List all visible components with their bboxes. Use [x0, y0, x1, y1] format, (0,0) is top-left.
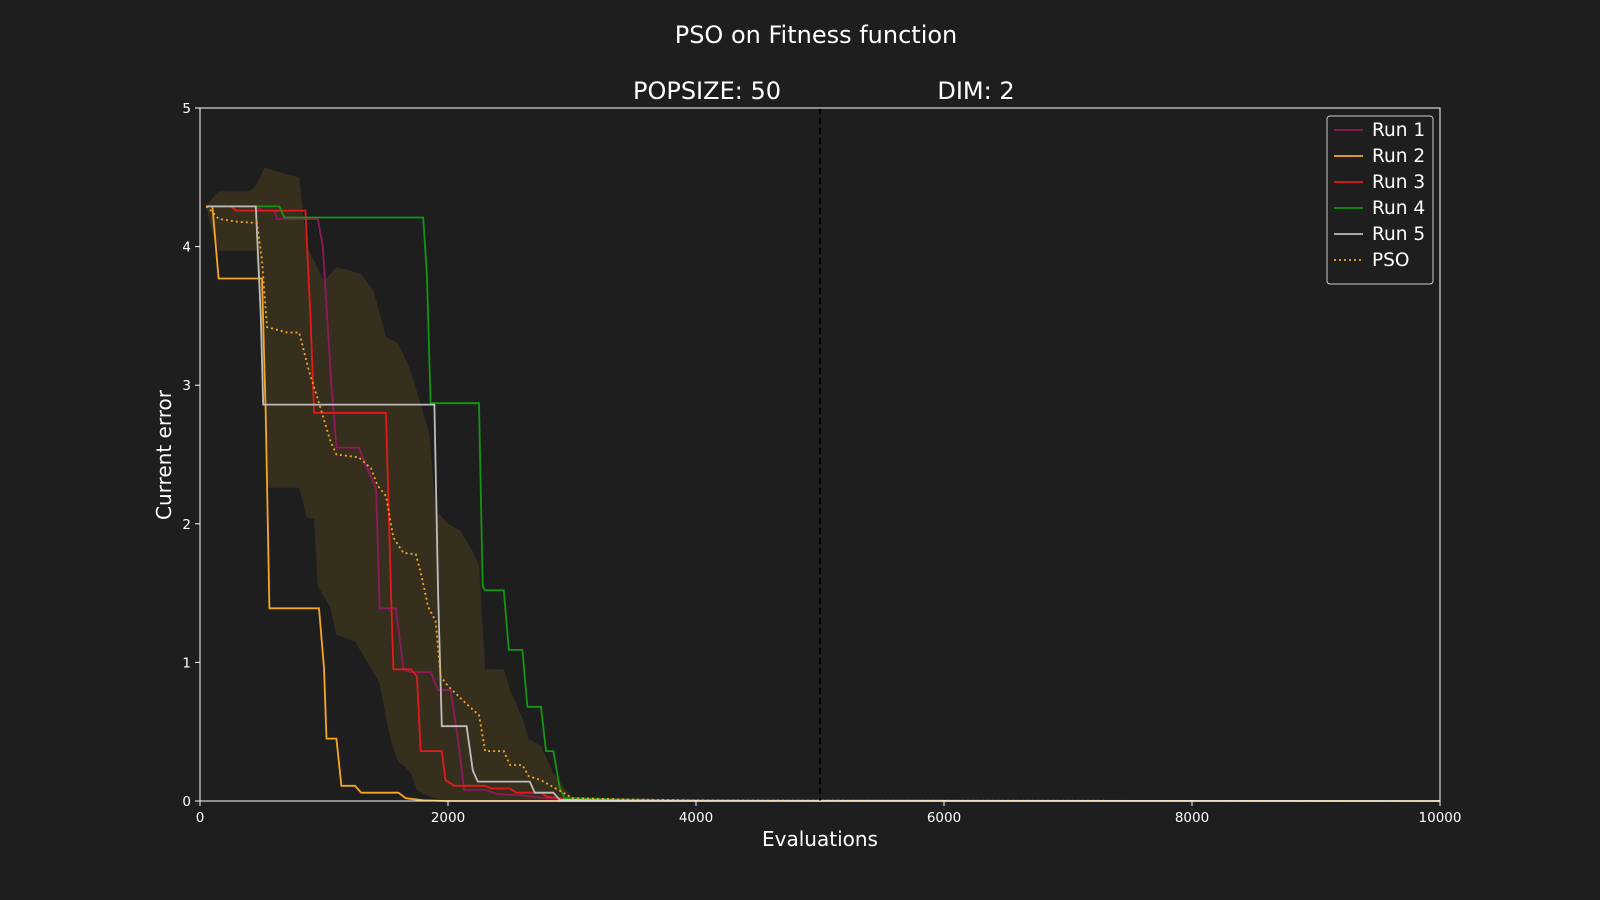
legend-label-run-2: Run 2 [1372, 146, 1425, 167]
x-tick-label: 0 [196, 810, 205, 826]
legend: Run 1 Run 2 Run 3 Run 4 Run 5 PSO [1326, 115, 1434, 285]
y-tick-label: 2 [182, 517, 191, 533]
series-line-pso [205, 205, 1441, 802]
x-tick-label: 4000 [679, 810, 713, 826]
y-tick-label: 0 [182, 794, 191, 810]
legend-box [1326, 115, 1434, 285]
legend-label-run-4: Run 4 [1372, 198, 1425, 219]
y-tick-label: 5 [182, 101, 191, 117]
legend-label-pso: PSO [1372, 250, 1409, 271]
y-tick-label: 4 [182, 240, 191, 256]
chart-title: PSO on Fitness function [675, 21, 958, 49]
chart-subtitle-dim: DIM: 2 [937, 77, 1014, 105]
x-tick-label: 10000 [1419, 810, 1462, 826]
series-line-run-5 [206, 205, 1441, 802]
x-axis-label: Evaluations [762, 827, 878, 851]
series-line-run-3 [206, 205, 1441, 802]
legend-label-run-5: Run 5 [1372, 224, 1425, 245]
y-tick-label: 3 [182, 378, 191, 394]
axes: 0 2000 4000 6000 8000 10000 0 1 2 3 4 5 [182, 101, 1461, 826]
x-tick-label: 8000 [1175, 810, 1209, 826]
plot-area [205, 108, 1441, 802]
series-line-run-1 [206, 205, 1441, 802]
legend-label-run-1: Run 1 [1372, 120, 1425, 141]
y-tick-label: 1 [182, 655, 191, 671]
x-tick-label: 6000 [927, 810, 961, 826]
chart-subtitle-popsize: POPSIZE: 50 [633, 77, 781, 105]
legend-label-run-3: Run 3 [1372, 172, 1425, 193]
x-tick-label: 2000 [431, 810, 465, 826]
y-axis-label: Current error [152, 389, 176, 520]
series-line-run-2 [206, 205, 1440, 802]
plot-frame [199, 107, 1441, 802]
